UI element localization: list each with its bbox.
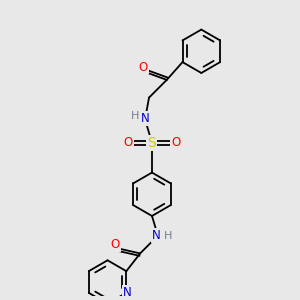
Text: O: O xyxy=(139,61,148,74)
Text: N: N xyxy=(152,229,160,242)
Text: S: S xyxy=(148,136,156,150)
Text: O: O xyxy=(111,238,120,251)
Text: O: O xyxy=(124,136,133,149)
Text: N: N xyxy=(123,286,132,299)
Text: N: N xyxy=(141,112,149,125)
Text: H: H xyxy=(131,111,140,122)
Text: O: O xyxy=(171,136,180,149)
Text: H: H xyxy=(164,231,172,241)
